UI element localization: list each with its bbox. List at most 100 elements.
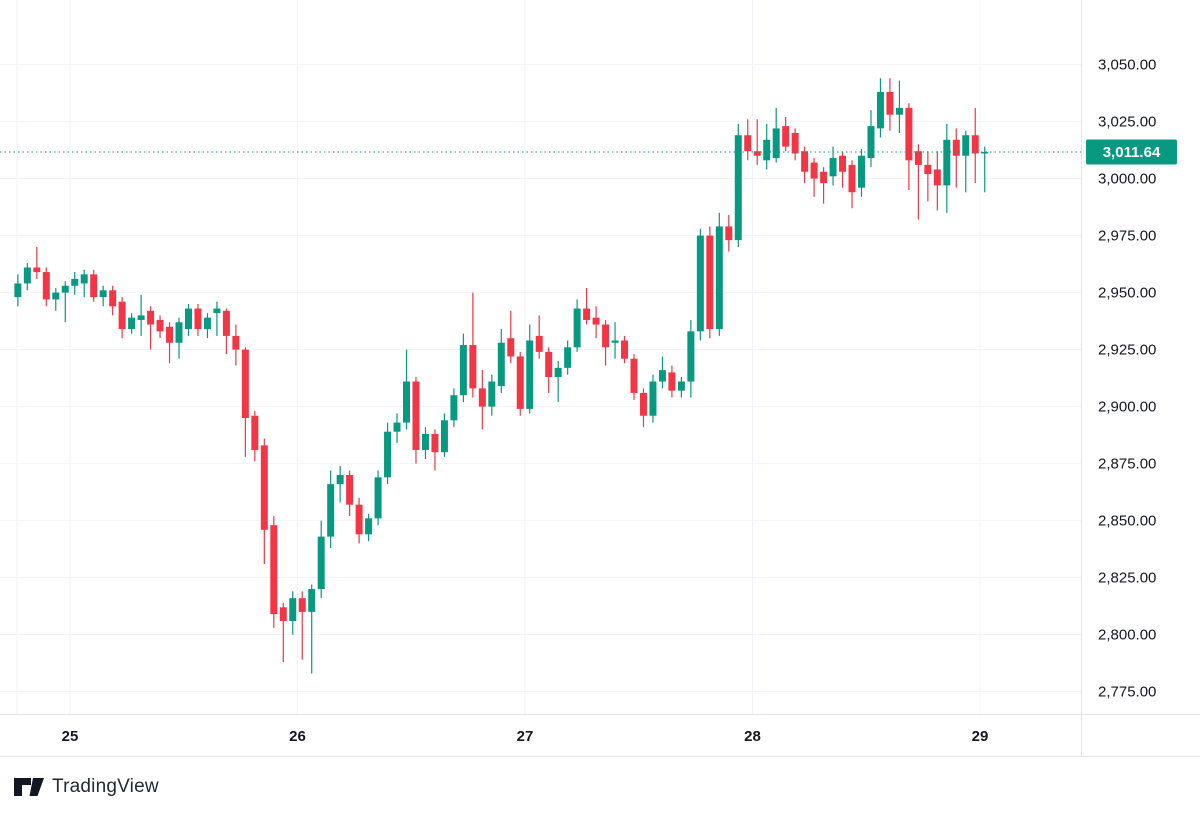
candle-down [222, 310, 230, 336]
candle-down [270, 525, 278, 615]
candle-down [848, 164, 856, 193]
candle-down [507, 338, 515, 357]
candle-up [962, 135, 970, 156]
candle-up [497, 342, 505, 387]
candle-down [782, 126, 790, 147]
candle-up [611, 340, 619, 343]
candle-up [440, 420, 448, 453]
tradingview-logo-link[interactable]: TradingView [14, 776, 159, 798]
candle-down [346, 475, 354, 505]
price-tick-label: 3,000.00 [1098, 171, 1156, 188]
candle-up [289, 598, 297, 621]
candle-up [488, 381, 496, 407]
candle-down [820, 171, 828, 184]
tradingview-brand-text: TradingView [52, 776, 159, 797]
candle-down [535, 335, 543, 352]
candle-down [592, 317, 600, 325]
grid-layer [0, 0, 1081, 714]
candle-down [545, 351, 553, 377]
time-tick-label: 26 [289, 728, 306, 745]
candle-up [203, 317, 211, 330]
candle-up [308, 589, 316, 612]
time-tick-label: 25 [62, 728, 79, 745]
candle-up [857, 155, 865, 188]
candle-down [791, 132, 799, 154]
candle-down [355, 504, 363, 535]
candle-down [90, 274, 98, 298]
candle-down [668, 372, 676, 391]
candle-down [431, 433, 439, 453]
candle-down [156, 319, 164, 332]
candle-down [801, 151, 809, 172]
candle-down [630, 358, 638, 393]
candle-down [194, 308, 202, 330]
candle-up [658, 370, 666, 382]
candle-down [621, 340, 629, 359]
candle-down [725, 226, 733, 241]
candle-down [886, 91, 894, 115]
candle-up [184, 308, 192, 330]
candle-up [554, 367, 562, 377]
tradingview-logo-icon [14, 778, 44, 796]
candle-up [175, 322, 183, 343]
candle-up [128, 317, 136, 330]
candle-up [649, 381, 657, 416]
candle-down [147, 310, 155, 325]
time-tick-label: 28 [744, 728, 761, 745]
candle-up [213, 308, 221, 314]
candle-down [109, 290, 117, 307]
candle-down [478, 388, 486, 407]
candle-up [374, 477, 382, 519]
candle-up [61, 285, 69, 293]
time-tick-label: 27 [517, 728, 534, 745]
candle-down [914, 151, 922, 165]
time-axis[interactable]: 25 26 27 28 29 [62, 728, 989, 745]
candle-up [365, 518, 373, 535]
candle-down [583, 308, 591, 320]
candle-down [118, 301, 126, 330]
candle-down [952, 139, 960, 156]
candle-down [839, 155, 847, 172]
candle-down [706, 235, 714, 330]
candle-up [677, 381, 685, 391]
candle-up [867, 126, 875, 159]
candle-down [905, 107, 913, 161]
candle-down [639, 392, 647, 416]
candle-up [459, 345, 467, 396]
price-tick-label: 3,050.00 [1098, 57, 1156, 74]
time-tick-label: 29 [972, 728, 989, 745]
price-tick-label: 2,850.00 [1098, 513, 1156, 530]
candle-down [924, 164, 932, 175]
candle-up [829, 158, 837, 177]
candle-up [384, 431, 392, 478]
candle-up [696, 235, 704, 332]
candle-up [981, 152, 989, 154]
last-price-badge-value: 3,011.64 [1103, 144, 1161, 161]
candle-up [317, 536, 325, 590]
candle-down [232, 335, 240, 350]
candlestick-chart[interactable]: 3,050.00 3,025.00 3,000.00 2,975.00 2,950.00… [0, 0, 1200, 757]
candle-down [469, 345, 477, 389]
candle-down [412, 381, 420, 450]
candle-up [421, 433, 429, 450]
price-tick-label: 2,925.00 [1098, 342, 1156, 359]
candle-up [80, 274, 88, 284]
candle-up [14, 283, 22, 298]
candle-down [810, 162, 818, 179]
price-tick-label: 3,025.00 [1098, 114, 1156, 131]
candle-up [564, 347, 572, 368]
candle-up [52, 292, 60, 300]
candle-up [23, 267, 31, 284]
candle-down [933, 169, 941, 186]
price-tick-label: 2,825.00 [1098, 570, 1156, 587]
price-axis[interactable]: 3,050.00 3,025.00 3,000.00 2,975.00 2,950.00… [1098, 57, 1156, 701]
candle-up [393, 422, 401, 432]
candle-up [763, 139, 771, 161]
candle-up [526, 340, 534, 409]
last-price-badge: 3,011.64 [1086, 139, 1177, 165]
candle-up [573, 308, 581, 348]
candle-down [279, 607, 287, 621]
candle-up [403, 381, 411, 423]
candle-up [943, 139, 951, 186]
price-tick-label: 2,775.00 [1098, 684, 1156, 701]
